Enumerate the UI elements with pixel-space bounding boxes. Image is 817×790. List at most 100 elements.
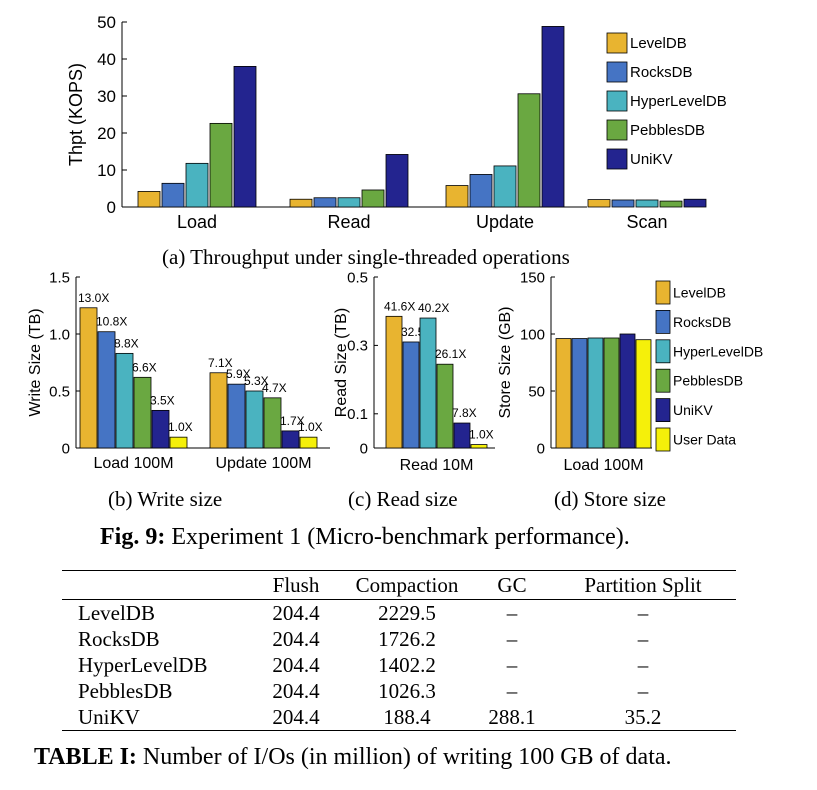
table-caption-label: TABLE I: — [34, 744, 137, 770]
y-axis-label-c: Read Size (TB) — [333, 308, 350, 417]
bar-a — [161, 182, 185, 208]
table-cell: – — [637, 653, 649, 677]
table-cell: 204.4 — [272, 627, 320, 651]
bar-a — [137, 191, 161, 208]
table-cell: – — [637, 679, 649, 703]
y-tick-label-c: 0.3 — [347, 338, 368, 355]
y-tick-label-b: 1.0 — [49, 326, 70, 343]
data-label-b: 8.8X — [114, 336, 139, 350]
chart-c-caption: (c) Read size — [348, 487, 458, 511]
legend-swatch — [606, 148, 628, 170]
y-tick-label-b: 1.5 — [49, 269, 70, 286]
table-header: Compaction — [355, 573, 459, 597]
data-label-c: 26.1X — [435, 347, 466, 361]
bar-a — [493, 165, 517, 208]
legend-swatch — [655, 398, 671, 423]
data-label-c: 1.0X — [469, 428, 494, 442]
data-label-c: 40.2X — [418, 301, 449, 315]
table-cell: 1026.3 — [378, 679, 436, 703]
figure-caption: Fig. 9: Experiment 1 (Micro-benchmark pe… — [100, 524, 630, 551]
bar-a — [469, 174, 493, 208]
table-cell: 204.4 — [272, 679, 320, 703]
y-axis-label-d: Store Size (GB) — [497, 306, 514, 418]
bar-c — [385, 315, 403, 449]
data-label-b: 13.0X — [78, 291, 109, 305]
y-tick-label-c: 0.1 — [347, 406, 368, 423]
bar-b — [133, 376, 152, 449]
x-tick-label-a: Scan — [626, 212, 667, 232]
legend-label: RocksDB — [673, 314, 731, 330]
bar-a — [517, 93, 541, 208]
bar-d — [587, 337, 604, 449]
y-tick-label-d: 150 — [520, 269, 545, 286]
table-header: Flush — [272, 573, 320, 597]
bar-b — [263, 397, 282, 449]
table-cell: – — [506, 627, 518, 651]
data-label-b: 1.0X — [168, 420, 193, 434]
table-cell: – — [506, 601, 518, 625]
table-cell: 2229.5 — [378, 601, 436, 625]
table-cell: – — [637, 627, 649, 651]
table-caption: TABLE I: Number of I/Os (in million) of … — [34, 744, 672, 771]
table-cell: 288.1 — [488, 705, 536, 729]
y-tick-label-b: 0.5 — [49, 383, 70, 400]
bar-d — [603, 337, 620, 449]
bar-b — [151, 409, 170, 449]
data-label-b: 10.8X — [96, 315, 127, 329]
table-cell: 188.4 — [383, 705, 431, 729]
legend-swatch — [655, 309, 671, 334]
table-cell: – — [506, 653, 518, 677]
bar-c — [470, 444, 488, 449]
bar-a — [385, 154, 409, 208]
x-tick-label-a: Read — [327, 212, 370, 232]
table-cell: 204.4 — [272, 601, 320, 625]
bar-a — [313, 197, 337, 208]
chart-b-caption: (b) Write size — [108, 487, 223, 511]
y-tick-label-c: 0 — [360, 440, 368, 457]
table-cell: – — [506, 679, 518, 703]
legend-swatch — [606, 119, 628, 141]
bar-c — [453, 422, 471, 449]
table-cell: PebblesDB — [78, 679, 173, 703]
y-tick-label-a: 40 — [97, 50, 116, 69]
legend-label: UniKV — [630, 151, 673, 168]
legend-label: UniKV — [673, 402, 713, 418]
bar-c — [402, 341, 420, 449]
bar-d — [619, 333, 636, 449]
x-tick-label-a: Update — [476, 212, 534, 232]
table-header: GC — [497, 573, 527, 597]
bar-b — [281, 430, 300, 449]
chart-a-caption: (a) Throughput under single-threaded ope… — [162, 245, 570, 269]
bar-d — [571, 338, 588, 449]
data-label-b: 6.6X — [132, 360, 157, 374]
data-label-b: 1.7X — [280, 414, 305, 428]
bar-a — [659, 200, 683, 208]
table-row: UniKV 204.4 188.4 288.1 35.2 — [62, 704, 736, 731]
io-table: Flush Compaction GC Partition Split Leve… — [62, 570, 736, 731]
legend-swatch — [606, 61, 628, 83]
bar-b — [209, 372, 228, 449]
x-tick-label-b: Update 100M — [215, 455, 311, 472]
table-header: Partition Split — [584, 573, 702, 597]
table-header-row: Flush Compaction GC Partition Split — [62, 570, 736, 600]
y-tick-label-a: 30 — [97, 87, 116, 106]
y-axis-label-b: Write Size (TB) — [27, 308, 44, 416]
legend-swatch — [655, 368, 671, 393]
bar-c — [419, 317, 437, 449]
legend-label: HyperLevelDB — [630, 93, 727, 110]
y-tick-label-d: 100 — [520, 326, 545, 343]
table-row: HyperLevelDB 204.4 1402.2 – – — [62, 652, 736, 678]
table-row: PebblesDB 204.4 1026.3 – – — [62, 678, 736, 704]
x-tick-label-d: Load 100M — [563, 457, 643, 474]
data-label-b: 1.0X — [298, 420, 323, 434]
table-caption-text: Number of I/Os (in million) of writing 1… — [136, 744, 672, 770]
bar-d — [555, 338, 572, 449]
bar-a — [445, 185, 469, 208]
chart-d-caption: (d) Store size — [554, 487, 666, 511]
table-cell: 204.4 — [272, 705, 320, 729]
legend-swatch — [606, 32, 628, 54]
table-cell: HyperLevelDB — [78, 653, 208, 677]
table-cell: 35.2 — [624, 705, 662, 729]
table-cell: 1726.2 — [378, 627, 436, 651]
table-cell: LevelDB — [78, 601, 155, 625]
